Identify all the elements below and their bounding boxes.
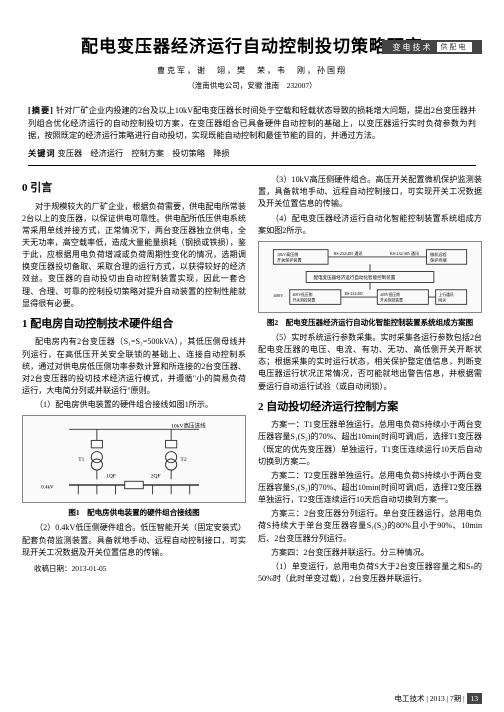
header-cat-text: 变电技术 xyxy=(393,42,433,53)
svg-text:开关保护装置: 开关保护装置 xyxy=(277,256,302,262)
svg-text:10kV高压侧: 10kV高压侧 xyxy=(277,251,298,257)
svg-text:400V: 400V xyxy=(273,293,284,298)
r-p5: 方案二：T2变压器单独运行。总用电负荷S持续小于两台变压器容量S₁(S₂)的70… xyxy=(258,470,482,506)
fig1-caption: 图1 配电房供电装置的硬件组合接线图 xyxy=(22,507,246,518)
r-p3: （5）实时系统运行参数采集。实时采集各运行参数包括2台配电变压器的电压、电流、有… xyxy=(258,332,482,393)
keywords: 关键词 变压器 经济运行 控制方案 投切策略 降损 xyxy=(28,147,476,159)
sec1-heading: 1 配电房自动控制技术硬件组合 xyxy=(22,316,246,333)
r-p8: （1）单变运行，总用电负荷S大于2台变压器容量之和Sₙ的50%时（此时单变过载）… xyxy=(258,561,482,585)
figure-2: 10kV高压侧开关保护装置 RS-232/485 通讯 RS-232/485 通讯… xyxy=(258,241,482,313)
divider xyxy=(28,165,476,166)
svg-text:开关测控装置: 开关测控装置 xyxy=(380,297,403,302)
svg-text:微机远程: 微机远程 xyxy=(430,251,446,257)
svg-text:网关: 网关 xyxy=(438,297,446,302)
svg-text:配电变压器经济运行自动化智能控制装置: 配电变压器经济运行自动化智能控制装置 xyxy=(313,274,395,281)
page-footer: 电工技术 | 2013 | 7期 | 13 xyxy=(28,693,482,704)
received-date: 收稿日期：2013-01-05 xyxy=(22,563,246,574)
sec1-p2: （1）配电房供电装置的硬件组合接线如图1所示。 xyxy=(22,399,246,411)
svg-text:开关测控装置: 开关测控装置 xyxy=(293,297,316,302)
keywords-text: 变压器 经济运行 控制方案 投切策略 降损 xyxy=(58,149,230,158)
r-p1: （3）10kV高压侧硬件组合。高压开关配置微机保护监测装置，具备就地手动、远程自… xyxy=(258,174,482,210)
body-columns: 0 引言 对于规模较大的厂矿企业，根据负荷需要，供电配电所常装2台以上的变压器，… xyxy=(22,174,482,587)
sec1-p3: （2）0.4kV低压侧硬件组合。低压智能开关（固定安装式）配套负荷监测装置。具备… xyxy=(22,522,246,558)
svg-text:RS-232/485: RS-232/485 xyxy=(344,292,363,296)
header-sub-text: 供配电 xyxy=(437,42,472,52)
abstract-label: [摘要] xyxy=(28,106,54,115)
header-category: 变电技术 供配电 xyxy=(382,40,482,54)
svg-text:保护终端: 保护终端 xyxy=(430,256,446,262)
left-column: 0 引言 对于规模较大的厂矿企业，根据负荷需要，供电配电所常装2台以上的变压器，… xyxy=(22,174,246,587)
fig1-line-label: 10kV高压进线 xyxy=(171,422,206,430)
svg-text:0.4kV: 0.4kV xyxy=(41,485,54,491)
r-p2: （4）配电变压器经济运行自动化智能控制装置系统组成方案如图2所示。 xyxy=(258,213,482,237)
svg-text:上行通讯: 上行通讯 xyxy=(438,292,453,297)
svg-text:400V低压侧: 400V低压侧 xyxy=(380,292,400,297)
authors: 曹克军，谢 翊，樊 荣，韦 刚，孙国翔 xyxy=(0,65,504,76)
sec2-heading: 2 自动投切经济运行控制方案 xyxy=(258,399,482,416)
fig2-caption: 图2 配电变压器经济运行自动化智能控制装置系统组成方案图 xyxy=(258,317,482,328)
r-p4: 方案一：T1变压器单独运行。总用电负荷S持续小于两台变压器容量S₁(S₂)的70… xyxy=(258,419,482,468)
right-column: （3）10kV高压侧硬件组合。高压开关配置微机保护监测装置，具备就地手动、远程自… xyxy=(258,174,482,587)
sec0-heading: 0 引言 xyxy=(22,180,246,197)
abstract-text: 针对厂矿企业内投建的2台及以上10kV配电变压器长时间处于空载和轻载状态导致的损… xyxy=(28,106,476,140)
sec1-p1: 配电房内有2台变压器（S₁=S₂=500kVA），其低压侧母线并列运行，在高低压… xyxy=(22,336,246,397)
r-p6: 方案三：2台变压器分列运行。单台变压器运行，总用电负荷S持续大于单台变压器容量S… xyxy=(258,508,482,544)
keywords-label: 关键词 xyxy=(28,149,56,158)
r-p7: 方案四：2台变压器并联运行。分三种情况。 xyxy=(258,547,482,559)
affiliation: （淮南供电公司，安徽 淮南 232007） xyxy=(0,80,504,91)
footer-page: 13 xyxy=(467,693,483,704)
svg-text:1QF: 1QF xyxy=(106,474,116,480)
figure-1: 10kV高压进线 T1 T2 1QF 2QF 0.4kV xyxy=(22,415,246,503)
svg-text:T1: T1 xyxy=(78,457,84,463)
svg-text:400V低压侧: 400V低压侧 xyxy=(293,292,313,297)
svg-text:2QF: 2QF xyxy=(151,474,161,480)
footer-journal: 电工技术 | 2013 | 7期 | xyxy=(394,694,464,703)
abstract: [摘要] 针对厂矿企业内投建的2台及以上10kV配电变压器长时间处于空载和轻载状… xyxy=(28,105,476,143)
sec0-p1: 对于规模较大的厂矿企业，根据负荷需要，供电配电所常装2台以上的变压器，以保证供电… xyxy=(22,201,246,310)
svg-text:T2: T2 xyxy=(180,457,186,463)
svg-text:RS-232/485 通讯: RS-232/485 通讯 xyxy=(390,250,419,256)
svg-text:RS-232/485 通讯: RS-232/485 通讯 xyxy=(334,250,363,256)
